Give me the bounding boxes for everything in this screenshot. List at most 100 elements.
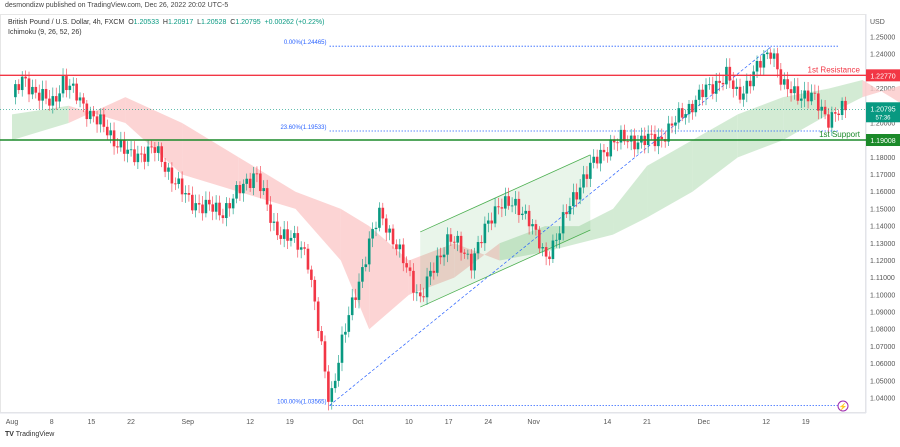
candle-body — [204, 199, 208, 214]
candle-body — [425, 276, 429, 298]
candle-body — [374, 227, 378, 230]
candle-body — [810, 92, 813, 102]
candle-body — [170, 167, 174, 184]
ichimoku-cloud-segment — [579, 208, 614, 244]
candle-body — [20, 76, 24, 91]
candle-body — [803, 90, 806, 99]
candle-body — [432, 270, 436, 273]
x-tick-label: 19 — [286, 419, 294, 426]
candle-body — [214, 202, 218, 212]
candle-body — [510, 205, 514, 207]
candle-body — [833, 112, 837, 114]
channel-lower-line — [420, 229, 591, 308]
ichimoku-cloud-segment — [454, 243, 500, 278]
candle-body — [483, 223, 487, 244]
candle-body — [779, 69, 783, 85]
candle-body — [551, 240, 555, 260]
candle-body — [357, 281, 361, 300]
candle-body — [534, 224, 538, 230]
candle-body — [405, 263, 408, 268]
candle-body — [435, 255, 439, 273]
candle-body — [748, 80, 752, 87]
candle-body — [558, 233, 562, 240]
x-tick-label: 15 — [87, 419, 95, 426]
candle-body — [589, 162, 592, 179]
candle-body — [122, 140, 126, 154]
candle-body — [555, 239, 558, 241]
candle-body — [85, 103, 89, 120]
y-tick-label: 1.07000 — [870, 344, 895, 351]
candle-body — [657, 136, 660, 147]
candle-body — [459, 235, 463, 253]
candle-body — [714, 80, 718, 94]
x-tick-label: 22 — [127, 419, 135, 426]
candle-body — [721, 82, 725, 85]
symbol-title: British Pound / U.S. Dollar, 4h, FXCM — [8, 19, 125, 26]
candle-body — [837, 113, 840, 116]
candle-body — [218, 202, 221, 216]
candle-body — [228, 203, 232, 209]
y-tick-label: 1.16000 — [870, 189, 895, 196]
x-tick-label: 19 — [802, 419, 810, 426]
candle-body — [408, 267, 412, 271]
candle-body — [442, 254, 446, 258]
candle-body — [752, 71, 755, 87]
candle-body — [184, 193, 187, 195]
legend: British Pound / U.S. Dollar, 4h, FXCM O1… — [8, 18, 324, 38]
candle-body — [92, 110, 95, 117]
candle-body — [191, 194, 194, 211]
candle-body — [660, 136, 664, 140]
candle-body — [133, 149, 136, 163]
candle-body — [626, 141, 630, 143]
candle-body — [248, 178, 252, 188]
support-label: 1st Support — [819, 130, 861, 139]
candle-body — [500, 207, 504, 209]
open-value: 1.20533 — [133, 19, 159, 26]
x-tick-label: 12 — [762, 419, 770, 426]
y-tick-label: 1.25000 — [870, 35, 895, 42]
low-label: L — [197, 19, 202, 26]
candle-body — [759, 60, 762, 68]
candle-body — [71, 83, 75, 86]
candle-body — [561, 212, 565, 234]
low-value: 1.20528 — [201, 19, 227, 26]
candle-body — [486, 220, 490, 224]
y-tick-label: 1.05000 — [870, 378, 895, 385]
candle-body — [623, 129, 626, 142]
candle-body — [150, 146, 153, 148]
candle-body — [333, 380, 337, 389]
candle-body — [708, 84, 711, 86]
lightning-icon — [837, 400, 849, 412]
y-tick-label: 1.11000 — [870, 275, 895, 282]
candle-body — [694, 99, 698, 113]
candle-body — [503, 196, 507, 209]
candle-body — [313, 279, 317, 302]
candle-body — [820, 106, 823, 111]
candle-body — [415, 292, 419, 294]
candle-body — [507, 196, 510, 206]
candle-body — [146, 146, 150, 162]
x-tick-label: 8 — [50, 419, 54, 426]
candle-body — [153, 147, 157, 153]
candle-body — [517, 198, 521, 216]
candle-body — [452, 241, 456, 243]
candle-body — [697, 89, 701, 100]
y-tick-label: 1.06000 — [870, 361, 895, 368]
candle-body — [31, 86, 34, 95]
candle-body — [41, 88, 44, 101]
x-tick-label: Nov — [527, 419, 540, 426]
indicator-label[interactable]: Ichimoku (9, 26, 52, 26) — [8, 29, 82, 36]
candle-body — [463, 252, 466, 254]
high-value: 1.20917 — [167, 19, 194, 26]
candle-body — [208, 199, 211, 205]
candle-body — [633, 135, 636, 150]
ichimoku-cloud-segment — [647, 140, 693, 218]
candle-body — [344, 331, 347, 335]
candle-body — [82, 97, 85, 104]
candle-body — [738, 86, 742, 100]
candle-body — [269, 204, 272, 223]
candle-body — [786, 79, 789, 90]
candle-body — [840, 100, 844, 116]
candle-body — [265, 188, 269, 205]
